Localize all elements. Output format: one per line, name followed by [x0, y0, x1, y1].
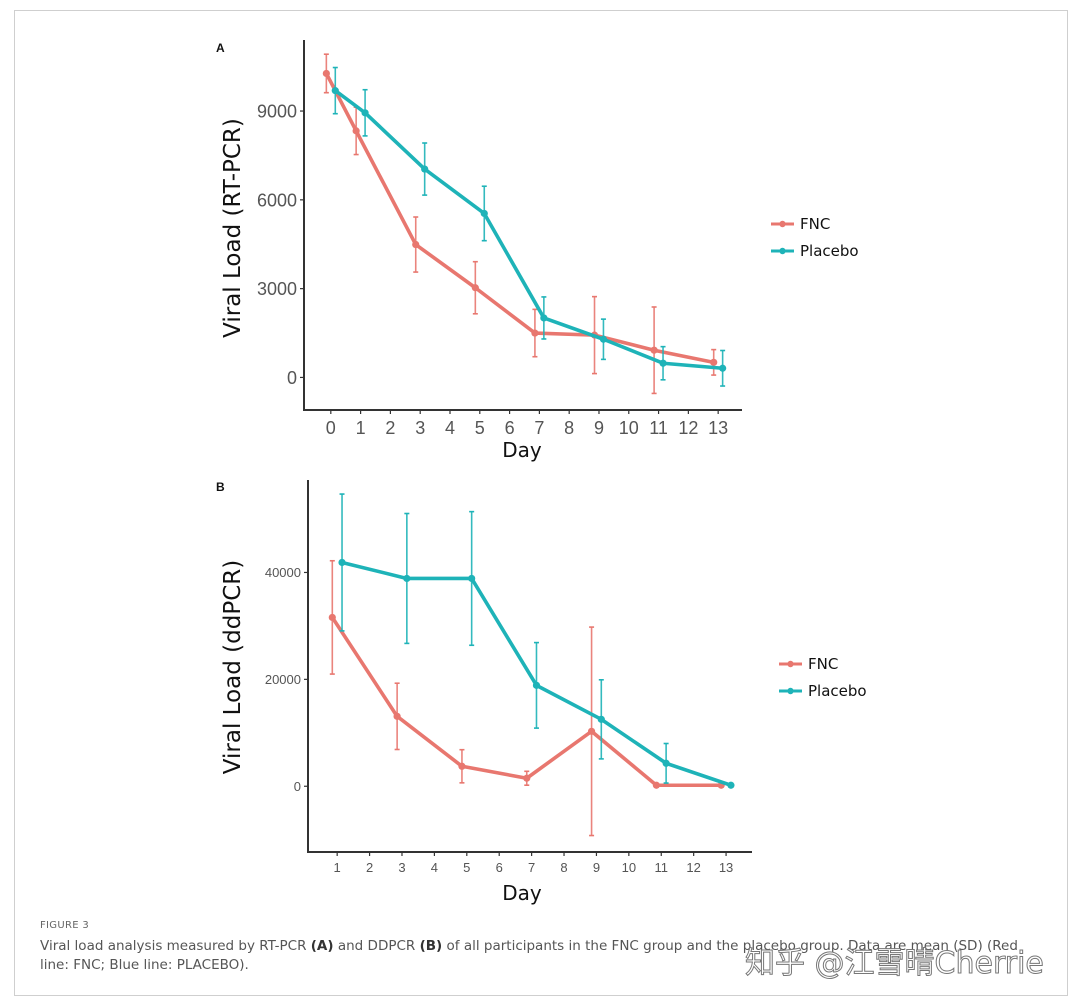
legend-fnc-label: FNC: [808, 655, 838, 673]
y-tick-label: 0: [287, 368, 297, 388]
figure-caption: FIGURE 3 Viral load analysis measured by…: [40, 920, 1050, 975]
caption-panel-ref-b: (B): [419, 938, 443, 954]
x-tick-label: 1: [356, 418, 366, 438]
data-point: [322, 69, 330, 78]
x-tick-label: 2: [385, 418, 395, 438]
panel-a-label: A: [216, 41, 225, 55]
data-point: [471, 284, 479, 292]
caption-panel-ref-a: (A): [310, 938, 334, 954]
data-point: [361, 109, 369, 117]
data-point: [540, 314, 548, 322]
data-point: [393, 712, 401, 720]
panel-b-label: B: [216, 480, 225, 494]
series-placebo: [338, 493, 735, 789]
x-tick-label: 0: [326, 418, 336, 438]
x-tick-label: 10: [619, 418, 639, 438]
y-tick-label: 20000: [265, 672, 301, 687]
series-line: [333, 88, 725, 371]
data-point: [403, 574, 411, 583]
x-tick-label: 2: [366, 860, 373, 875]
data-point: [468, 574, 476, 583]
data-point: [328, 613, 336, 622]
panel-a-y-axis-title: Viral Load (RT-PCR): [220, 118, 246, 338]
data-point: [710, 358, 718, 366]
watermark: 知乎 @江雪晴Cherrie: [745, 946, 1045, 982]
data-point: [458, 762, 466, 770]
x-tick-label: 12: [678, 418, 698, 438]
x-tick-label: 9: [594, 418, 604, 438]
x-tick-label: 10: [622, 860, 636, 875]
legend-placebo-label: Placebo: [800, 242, 859, 260]
caption-segment: Viral load analysis measured by RT-PCR: [40, 938, 311, 954]
caption-text: Viral load analysis measured by RT-PCR (…: [40, 937, 1050, 975]
x-tick-label: 13: [719, 860, 733, 875]
figure-number: FIGURE 3: [40, 920, 89, 931]
panel-a-x-axis-title: Day: [502, 438, 542, 462]
x-tick-label: 11: [649, 418, 668, 438]
data-point: [352, 127, 360, 135]
data-point: [659, 359, 667, 367]
x-tick-label: 11: [655, 860, 669, 875]
data-point: [412, 240, 420, 249]
x-tick-label: 5: [463, 860, 470, 875]
series-placebo: [331, 66, 727, 387]
legend-placebo-marker: [787, 687, 794, 695]
x-tick-label: 4: [431, 860, 438, 875]
legend-placebo-label: Placebo: [808, 682, 867, 700]
y-tick-label: 0: [294, 779, 301, 794]
x-tick-label: 5: [475, 418, 485, 438]
panel-b-y-axis-title: Viral Load (ddPCR): [220, 560, 246, 774]
caption-segment: and DDPCR: [333, 938, 420, 954]
data-point: [597, 715, 605, 723]
panel-a: A Viral Load (RT-PCR) Day 0 3000 6000 9000 0…: [216, 40, 859, 462]
series-fnc: [328, 559, 725, 837]
y-tick-label: 3000: [257, 279, 297, 299]
data-point: [338, 558, 346, 567]
x-tick-label: 9: [593, 860, 600, 875]
data-point: [662, 759, 670, 767]
x-tick-label: 6: [496, 860, 503, 875]
figure-frame: [14, 10, 1068, 996]
panel-b-x-axis-title: Day: [502, 881, 542, 905]
y-tick-label: 6000: [257, 190, 297, 210]
legend-placebo-marker: [779, 247, 786, 255]
data-point: [523, 774, 531, 782]
x-tick-label: 8: [560, 860, 567, 875]
data-point: [650, 346, 658, 354]
data-point: [331, 87, 339, 95]
data-point: [532, 681, 541, 689]
series-line: [324, 71, 716, 365]
legend-fnc-label: FNC: [800, 215, 830, 233]
legend-fnc-marker: [779, 220, 786, 228]
data-point: [421, 165, 429, 173]
data-point: [599, 335, 608, 343]
caption-segment: of all participants in the FNC group and…: [40, 938, 1018, 973]
data-point: [480, 209, 488, 218]
x-tick-label: 6: [505, 418, 515, 438]
legend-fnc-marker: [787, 660, 794, 668]
y-tick-label: 40000: [265, 565, 301, 580]
x-tick-label: 1: [334, 860, 341, 875]
data-point: [652, 781, 660, 789]
x-tick-label: 13: [708, 418, 728, 438]
x-tick-label: 7: [534, 418, 544, 438]
panel-b-legend: FNC Placebo: [779, 655, 867, 700]
data-point: [531, 329, 539, 337]
data-point: [587, 727, 596, 735]
series-fnc: [322, 53, 718, 395]
y-tick-label: 9000: [257, 102, 297, 122]
x-tick-label: 4: [445, 418, 455, 438]
data-point: [719, 364, 727, 372]
data-point: [727, 781, 735, 789]
x-tick-label: 7: [528, 860, 535, 875]
x-tick-label: 8: [564, 418, 574, 438]
x-tick-label: 3: [398, 860, 405, 875]
x-tick-label: 3: [415, 418, 425, 438]
x-tick-label: 12: [686, 860, 700, 875]
panel-a-legend: FNC Placebo: [771, 215, 859, 260]
